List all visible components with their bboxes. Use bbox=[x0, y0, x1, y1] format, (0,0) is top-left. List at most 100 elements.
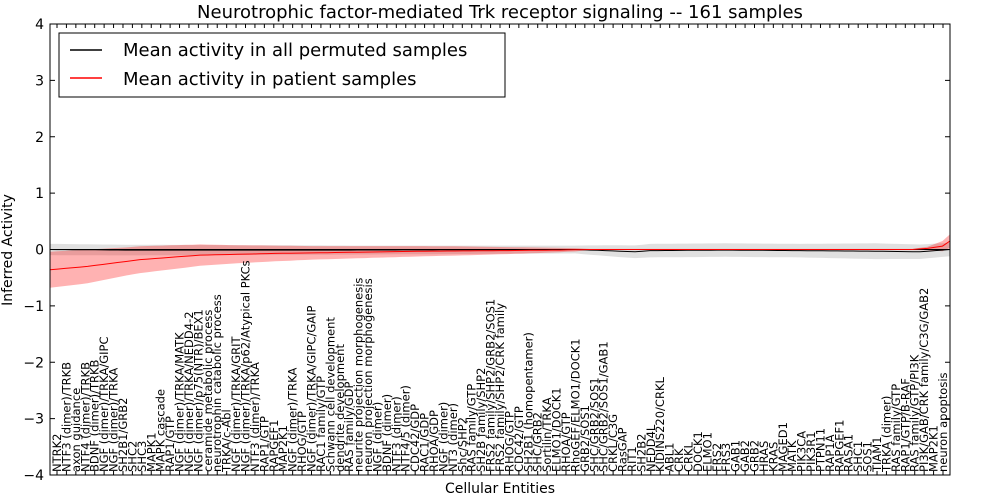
entity-label: SHC/GRB2/SOS1/GAB1 bbox=[597, 341, 611, 472]
entity-label: RhoGEF/ELMO1/DOCK1 bbox=[568, 338, 582, 472]
entity-label: RAPGEF1 bbox=[832, 420, 846, 472]
entity-label: RAS family/GTP bbox=[465, 384, 479, 472]
entity-label: RAS family/GTP/PI3K bbox=[908, 354, 922, 472]
entity-label: ABL1 bbox=[663, 443, 677, 472]
entity-label: RASA1 bbox=[842, 434, 856, 472]
entity-label: SHC/GRB2 bbox=[531, 412, 545, 472]
entity-label: FRS2 family/SHP2/CRK family bbox=[493, 303, 507, 472]
entity-label: dendrite development bbox=[333, 344, 347, 472]
entity-label: RAS family/GTP bbox=[889, 384, 903, 472]
entity-label: Shc/SHP2 bbox=[455, 417, 469, 472]
entity-label: NGF (dimer)/TRKA/GIPC bbox=[97, 336, 111, 472]
entity-label: MAPK cascade bbox=[154, 389, 168, 472]
y-tick-label: 4 bbox=[35, 17, 44, 33]
entity-label: KRAS bbox=[766, 442, 780, 472]
entity-label: NGF (dimer)/TRKA/GRIT bbox=[229, 335, 243, 472]
entity-label: MAP2K1 bbox=[927, 425, 941, 472]
entity-label: neurite projection morphogenesis bbox=[352, 278, 366, 472]
entity-label: MAP2K1 bbox=[276, 425, 290, 472]
entity-label: BDNF (dimer)/TRKB bbox=[88, 359, 102, 472]
entity-label: axon guidance bbox=[69, 388, 83, 472]
entity-label: SHC/GRB2/SOS1 bbox=[587, 377, 601, 472]
entity-label: RAC1/GDP bbox=[418, 413, 432, 472]
entity-label: NTF3 (dimer)/TRKA bbox=[248, 362, 262, 472]
entity-label: CRKL/C3G bbox=[606, 414, 620, 472]
entity-label: RAP1/GTP bbox=[257, 416, 271, 472]
y-tick-label: 2 bbox=[35, 130, 44, 146]
entity-label: TIAM1 bbox=[870, 436, 884, 473]
y-axis-label: Inferred Activity bbox=[0, 194, 16, 306]
entity-label: Schwann cell development bbox=[323, 317, 337, 472]
entity-label: SOS1 bbox=[861, 441, 875, 472]
entity-label: NGF (dimer)/TRKA/NEDD4-2 bbox=[182, 311, 196, 472]
entity-label: neuron projection morphogenesis bbox=[361, 278, 375, 472]
entity-label: CRKL bbox=[682, 441, 696, 472]
entity-label: ELMO1/DOCK1 bbox=[550, 387, 564, 472]
entity-label: NTF4/5 (dimer) bbox=[399, 385, 413, 472]
entity-label: MAPK1 bbox=[144, 432, 158, 472]
y-tick-label: 3 bbox=[35, 73, 44, 89]
series-line-permuted bbox=[49, 249, 951, 253]
entity-label: HRAS bbox=[757, 441, 771, 472]
y-tick-label: −1 bbox=[23, 299, 44, 315]
entity-label: RHOG/GTP bbox=[295, 411, 309, 472]
entity-label: SH2B family/SHP2 bbox=[474, 368, 488, 472]
entity-label: ELMO1 bbox=[700, 432, 714, 472]
entity-label: PIK3CA bbox=[795, 431, 809, 472]
entity-label: TRKA (dimer) bbox=[879, 396, 893, 473]
entity-label: GAB1 bbox=[729, 440, 743, 472]
plot-frame bbox=[49, 23, 951, 476]
entity-label: TRKA/c-Abl bbox=[220, 409, 234, 473]
entity-label: RHOA/GDP bbox=[427, 410, 441, 472]
entity-label: RasGAP bbox=[616, 427, 630, 472]
legend: Mean activity in all permuted samples Me… bbox=[58, 32, 506, 98]
entity-label: SHC1 bbox=[851, 441, 865, 472]
entity-label: FRS3 bbox=[719, 443, 733, 472]
entity-label: GRB2 bbox=[748, 440, 762, 472]
entity-label: SH2B2 bbox=[634, 434, 648, 472]
y-tick-label: 0 bbox=[35, 243, 44, 259]
entity-label: RAP1A bbox=[823, 434, 837, 472]
entity-label: NEDD4L bbox=[644, 424, 658, 472]
entity-label: ceramide metabolic process bbox=[201, 310, 215, 472]
entity-label: NGF (dimer)/TRKA/p62/Atypical PKCs bbox=[239, 260, 253, 472]
entity-label: NGF (dimer)/TRKA/GIPC/GAIP bbox=[305, 305, 319, 472]
entity-label: SH2B1/GRB2 bbox=[116, 398, 130, 472]
entity-label: CDC42/GTP bbox=[512, 406, 526, 472]
legend-label-permuted: Mean activity in all permuted samples bbox=[123, 40, 467, 61]
chart-title: Neurotrophic factor-mediated Trk recepto… bbox=[197, 2, 803, 23]
entity-label: SHC2 bbox=[125, 441, 139, 472]
entity-label: RHOA/GTP bbox=[559, 412, 573, 472]
entity-label: SH2B1 (homopentamer) bbox=[521, 332, 535, 472]
entity-label: NGF (dimer)/TRKA bbox=[286, 367, 300, 471]
legend-label-patient: Mean activity in patient samples bbox=[123, 69, 417, 90]
entity-label: NGF (dimer)/TRKA/MATK bbox=[173, 332, 187, 472]
entity-label: RAP1/GTP bbox=[163, 416, 177, 472]
entity-label: DOCK1 bbox=[691, 431, 705, 472]
x-axis-label: Cellular Entities bbox=[445, 481, 555, 497]
entity-label: NGF (dimer) bbox=[436, 402, 450, 472]
entity-label: BDNF (dimer) bbox=[380, 394, 394, 472]
entity-label: GAB2 bbox=[738, 440, 752, 472]
y-tick-label: −4 bbox=[23, 468, 44, 484]
y-tick-label: −3 bbox=[23, 412, 44, 428]
entity-label: neuron apoptosis bbox=[936, 372, 950, 472]
entity-label: MATK bbox=[785, 440, 799, 472]
entity-label: RIT1 bbox=[625, 446, 639, 472]
entity-label: PIK3R1 bbox=[804, 431, 818, 472]
entity-label: Sortilin/TRKA bbox=[540, 397, 554, 472]
band-patient bbox=[50, 234, 950, 288]
entity-label: RAS family/GDP bbox=[342, 382, 356, 472]
entity-label: NGF (dimer)/p75(NTR)/BEX1 bbox=[191, 309, 205, 472]
entity-label: FRS2 bbox=[710, 443, 724, 472]
entity-label: SHC3 bbox=[135, 441, 149, 472]
entity-label: NTF3 (dimer) bbox=[389, 396, 403, 472]
entity-label: GRB2/SOS1 bbox=[578, 405, 592, 472]
entity-label: CRK bbox=[672, 448, 686, 472]
entity-label: NGF (dimer) bbox=[371, 402, 385, 472]
entity-label: NGF (dimer)/TRKA bbox=[107, 368, 121, 472]
entity-label: KIDINS220/CRKL bbox=[653, 376, 667, 471]
entity-label: PI3K/GAB/CRK family/C3G/GAB2 bbox=[917, 288, 931, 472]
y-tick-label: −2 bbox=[23, 355, 44, 371]
